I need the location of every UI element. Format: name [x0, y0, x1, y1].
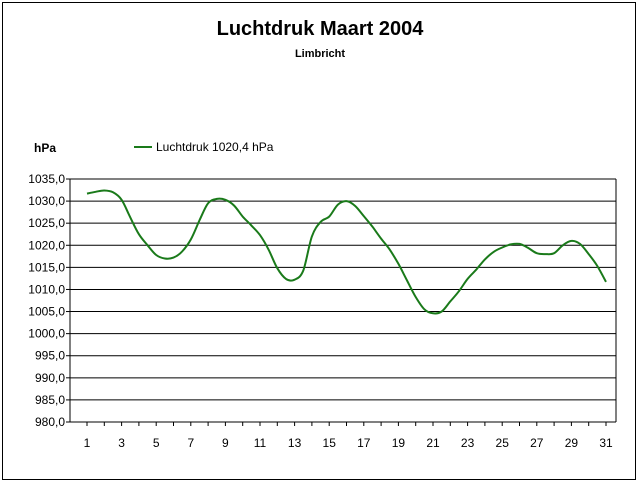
- y-tick-label: 1010,0: [28, 282, 65, 296]
- y-tick-label: 1020,0: [28, 238, 65, 252]
- y-tick-label: 980,0: [35, 415, 65, 429]
- x-tick-label: 29: [565, 436, 579, 450]
- x-tick-label: 21: [426, 436, 440, 450]
- y-axis-label: hPa: [34, 141, 57, 155]
- chart-title: Luchtdruk Maart 2004: [216, 18, 424, 40]
- x-tick-label: 27: [530, 436, 544, 450]
- x-tick-label: 15: [323, 436, 337, 450]
- x-tick-label: 3: [118, 436, 125, 450]
- chart-legend: Luchtdruk 1020,4 hPa: [134, 140, 273, 154]
- chart-subtitle: Limbricht: [294, 48, 346, 60]
- y-tick-label: 995,0: [35, 349, 65, 363]
- x-tick-label: 13: [288, 436, 302, 450]
- y-tick-label: 1030,0: [28, 194, 65, 208]
- y-tick-label: 1000,0: [28, 327, 65, 341]
- y-tick-label: 1035,0: [28, 172, 65, 186]
- x-tick-label: 23: [461, 436, 475, 450]
- x-tick-label: 25: [496, 436, 510, 450]
- x-tick-label: 31: [599, 436, 613, 450]
- y-tick-label: 1025,0: [28, 216, 65, 230]
- x-tick-label: 17: [357, 436, 371, 450]
- y-tick-label: 1015,0: [28, 260, 65, 274]
- x-tick-label: 5: [153, 436, 160, 450]
- x-tick-label: 11: [254, 436, 267, 450]
- y-tick-label: 990,0: [35, 371, 65, 385]
- series-line: [86, 189, 607, 315]
- legend-entry-label: Luchtdruk 1020,4 hPa: [156, 140, 274, 154]
- legend-swatch: [134, 146, 152, 148]
- x-tick-label: 1: [84, 436, 91, 450]
- y-tick-label: 1005,0: [28, 305, 65, 319]
- x-tick-label: 9: [222, 436, 229, 450]
- x-tick-label: 7: [187, 436, 194, 450]
- x-tick-label: 19: [392, 436, 406, 450]
- y-tick-label: 985,0: [35, 393, 65, 407]
